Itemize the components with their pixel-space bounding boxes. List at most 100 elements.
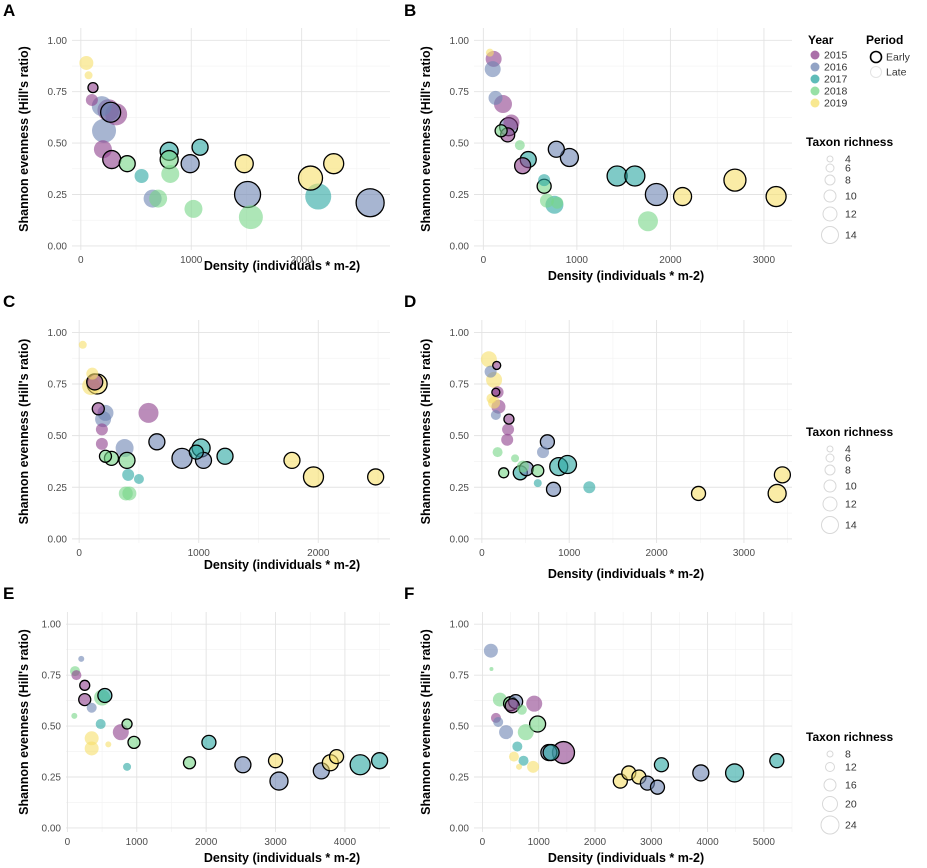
legend-year-key xyxy=(810,74,820,84)
data-point-2018-early xyxy=(528,715,547,733)
y-tick-label: 0.75 xyxy=(450,380,470,391)
legend-period-key xyxy=(869,50,883,64)
legend-year-key xyxy=(810,98,820,108)
data-point-2019-late xyxy=(516,763,523,770)
data-point-2018-early xyxy=(182,756,197,770)
x-tick-label: 1000 xyxy=(558,548,581,559)
data-point-2016-early xyxy=(692,764,710,782)
y-tick-label: 0.25 xyxy=(450,483,470,494)
data-point-2015-late xyxy=(71,670,82,681)
x-tick-label: 2000 xyxy=(584,837,607,848)
y-tick-label: 1.00 xyxy=(48,36,68,47)
x-tick-label: 4000 xyxy=(334,837,357,848)
legend-year-key xyxy=(810,50,820,60)
x-tick-label: 1000 xyxy=(180,255,203,266)
x-tick-label: 1000 xyxy=(126,837,149,848)
x-tick-label: 2000 xyxy=(195,837,218,848)
legend-period-title: Period xyxy=(866,33,903,47)
data-point-2019-late xyxy=(105,741,112,748)
data-point-2017-late xyxy=(134,169,149,183)
legend-year-key xyxy=(810,62,820,72)
data-point-2019-early xyxy=(367,468,385,486)
y-tick-label: 0.25 xyxy=(48,483,68,494)
data-point-2015-early xyxy=(503,413,515,425)
data-point-2019-early xyxy=(267,753,284,769)
data-point-2015-late xyxy=(526,695,543,712)
data-point-2019-early xyxy=(672,186,693,207)
data-point-2016-early xyxy=(649,779,666,795)
y-axis-label: Shannon evenness (Hill's ratio) xyxy=(17,339,31,525)
x-tick-label: 2000 xyxy=(291,255,314,266)
data-point-2015-early xyxy=(513,157,532,175)
y-tick-label: 0.25 xyxy=(450,190,470,201)
data-point-2019-early xyxy=(773,466,792,484)
legend-richness-key xyxy=(826,155,834,163)
panel-label: C xyxy=(3,292,15,311)
y-tick-label: 0.00 xyxy=(450,241,470,252)
panel-d: 0.00 0.25 0.50 0.75 1.00 0 1000 2000 3000 D Shanno… xyxy=(404,292,792,581)
data-point-2019-late xyxy=(86,367,99,380)
legend-richness-key xyxy=(823,189,837,203)
data-point-2018-late xyxy=(184,199,203,218)
data-point-2015-late xyxy=(138,402,159,423)
legend-richness-key xyxy=(824,174,836,186)
legend-richness-key xyxy=(825,453,835,463)
legend-richness-key xyxy=(825,163,835,173)
legend-richness-label: 4 xyxy=(845,444,851,456)
data-point-2017-early xyxy=(97,687,113,704)
y-tick-label: 0.75 xyxy=(48,87,68,98)
data-point-2018-late xyxy=(551,196,564,209)
x-tick-label: 4000 xyxy=(696,837,719,848)
legend-richness-label: 4 xyxy=(845,154,851,166)
data-point-2016-early xyxy=(148,433,166,451)
y-axis-label: Shannon evenness (Hill's ratio) xyxy=(17,46,31,232)
data-point-2019-late xyxy=(79,55,94,70)
x-tick-label: 2000 xyxy=(307,548,330,559)
data-point-2017-late xyxy=(95,719,106,730)
x-axis-label: Density (individuals * m-2) xyxy=(204,259,360,273)
y-tick-label: 0.50 xyxy=(450,139,470,150)
legend: Year20152016201720182019PeriodEarlyLateT… xyxy=(806,33,911,835)
legend-richness-key xyxy=(822,496,838,512)
panel-c: 0.00 0.25 0.50 0.75 1.00 0 1000 2000 C Shannon ev… xyxy=(3,292,390,572)
data-point-2016-late xyxy=(78,655,85,662)
legend-richness-label: 6 xyxy=(845,453,851,465)
panel-label: F xyxy=(404,584,414,603)
data-point-2019-late xyxy=(485,48,494,57)
y-tick-label: 0.00 xyxy=(450,534,470,545)
panel-label: E xyxy=(3,584,14,603)
legend-richness-label: 20 xyxy=(845,799,857,811)
data-point-2019-late xyxy=(84,731,99,746)
data-point-2019-late xyxy=(84,71,93,80)
legend-richness-key xyxy=(822,206,838,222)
legend-year-label: 2017 xyxy=(824,74,848,86)
x-tick-label: 5000 xyxy=(753,837,776,848)
y-axis-label: Shannon evenness (Hill's ratio) xyxy=(419,46,433,232)
y-tick-label: 1.00 xyxy=(48,328,68,339)
data-point-2015-early xyxy=(102,149,122,170)
x-tick-label: 1000 xyxy=(566,255,589,266)
x-axis-label: Density (individuals * m-2) xyxy=(204,558,360,572)
data-point-2018-late xyxy=(516,460,529,473)
data-point-2017-early xyxy=(653,757,670,773)
y-tick-label: 0.25 xyxy=(48,190,68,201)
panel-label: A xyxy=(3,1,15,20)
data-point-2018-early xyxy=(121,718,133,730)
data-point-2017-early xyxy=(557,454,578,475)
data-point-2019-late xyxy=(527,760,540,773)
y-tick-label: 0.75 xyxy=(450,87,470,98)
x-tick-label: 2000 xyxy=(659,255,682,266)
y-tick-label: 0.00 xyxy=(42,823,62,834)
data-point-2019-early xyxy=(297,165,324,191)
data-point-2019-late xyxy=(78,340,87,349)
data-point-2016-early xyxy=(269,771,289,791)
data-point-2015-late xyxy=(95,423,108,436)
y-tick-label: 0.00 xyxy=(48,241,68,252)
data-point-2019-late xyxy=(508,751,519,762)
legend-year-label: 2015 xyxy=(824,50,848,62)
legend-richness-key xyxy=(826,750,834,758)
data-point-2016-early xyxy=(180,154,200,174)
data-point-2017-early xyxy=(188,444,204,460)
data-point-2015-early xyxy=(91,402,105,416)
